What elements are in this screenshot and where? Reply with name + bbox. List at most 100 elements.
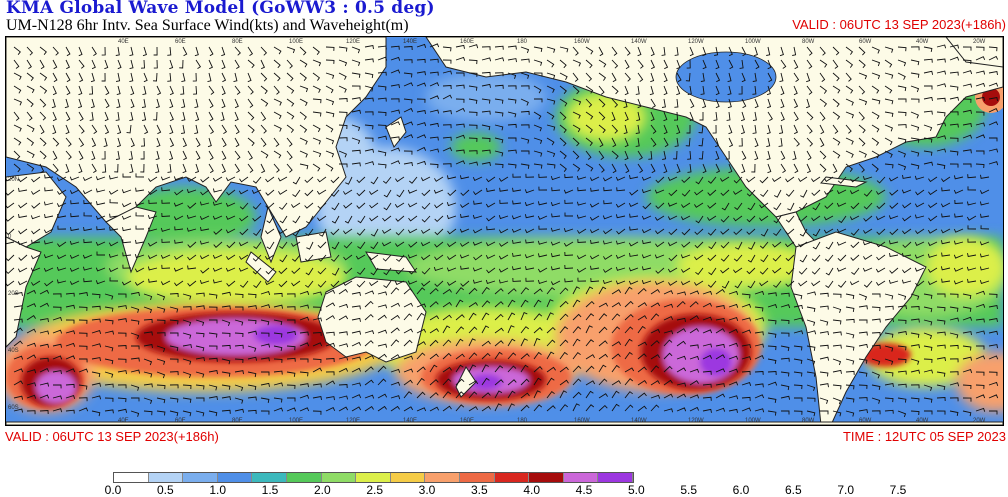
wind-barb bbox=[520, 110, 530, 115]
wind-barb bbox=[65, 292, 75, 297]
wind-barb bbox=[766, 150, 771, 161]
wind-barb bbox=[148, 189, 158, 196]
wind-barb bbox=[806, 163, 812, 174]
wind-barb bbox=[715, 288, 725, 295]
wind-barb bbox=[685, 137, 691, 147]
wind-barb bbox=[936, 83, 947, 88]
wind-barb bbox=[629, 175, 639, 180]
wind-barb bbox=[212, 215, 223, 220]
wind-barb bbox=[312, 332, 322, 336]
wind-barb bbox=[161, 212, 171, 217]
wind-barb bbox=[949, 150, 959, 156]
wind-barb bbox=[824, 202, 834, 210]
wind-barb bbox=[364, 72, 374, 79]
wind-barb bbox=[143, 383, 153, 388]
wind-barb bbox=[83, 278, 93, 283]
wind-barb bbox=[689, 327, 699, 334]
wind-barb bbox=[806, 345, 816, 351]
wind-barb bbox=[792, 46, 797, 56]
wind-barb bbox=[91, 163, 97, 173]
wind-barb bbox=[434, 215, 444, 223]
wind-barb bbox=[611, 364, 620, 373]
wind-barb bbox=[915, 189, 925, 196]
wind-barb bbox=[897, 397, 907, 403]
wind-barb bbox=[845, 98, 854, 106]
wind-barb bbox=[434, 254, 444, 261]
wind-barb bbox=[897, 345, 907, 351]
wind-barb bbox=[602, 279, 613, 284]
wind-barb bbox=[676, 124, 681, 135]
wind-barb bbox=[382, 254, 392, 262]
wind-barb bbox=[299, 304, 310, 309]
wind-barb bbox=[403, 406, 414, 412]
wind-barb bbox=[247, 72, 252, 83]
wind-barb bbox=[728, 59, 734, 70]
colorbar-segment bbox=[356, 473, 391, 482]
wind-barb bbox=[156, 358, 166, 365]
wind-barb bbox=[221, 124, 228, 134]
wind-barb bbox=[572, 98, 582, 106]
wind-barb bbox=[351, 341, 362, 347]
wind-barb bbox=[779, 124, 784, 134]
wind-barb bbox=[962, 345, 972, 351]
wind-barb bbox=[260, 382, 270, 387]
wind-barb bbox=[355, 254, 366, 260]
wind-barb bbox=[325, 72, 335, 79]
wind-barb bbox=[533, 163, 543, 169]
wind-barb bbox=[472, 228, 483, 234]
wind-barb bbox=[694, 254, 704, 261]
wind-barb bbox=[89, 111, 94, 121]
wind-barb bbox=[564, 251, 574, 256]
wind-barb bbox=[910, 358, 920, 365]
wind-barb bbox=[676, 300, 686, 308]
wind-barb bbox=[468, 161, 479, 166]
wind-barb bbox=[286, 330, 296, 336]
wind-barb bbox=[699, 112, 704, 121]
wind-barb bbox=[416, 328, 427, 334]
wind-barb bbox=[312, 137, 321, 145]
wind-barb bbox=[90, 98, 95, 109]
wind-barb bbox=[351, 109, 362, 114]
wind-barb bbox=[708, 241, 717, 250]
wind-barb bbox=[442, 352, 452, 360]
wind-barb bbox=[434, 202, 444, 209]
wind-barb bbox=[78, 46, 83, 57]
wind-barb bbox=[941, 252, 951, 257]
wind-barb bbox=[559, 326, 569, 334]
wind-barb bbox=[234, 124, 240, 135]
wind-barb bbox=[760, 254, 769, 263]
wind-barb bbox=[871, 111, 880, 120]
wind-barb bbox=[195, 163, 200, 174]
wind-barb bbox=[395, 241, 405, 248]
wind-barb bbox=[65, 409, 75, 414]
wind-barb bbox=[559, 404, 568, 412]
wind-barb bbox=[975, 111, 985, 116]
longitude-label: 80E bbox=[232, 418, 243, 424]
wind-barb bbox=[819, 305, 829, 310]
wind-barb bbox=[377, 124, 387, 129]
wind-barb bbox=[941, 176, 951, 183]
wind-barb bbox=[273, 332, 283, 338]
wind-barb bbox=[312, 317, 323, 322]
longitude-label: 120E bbox=[346, 39, 360, 45]
wind-barb bbox=[247, 293, 257, 299]
wind-barb bbox=[884, 382, 894, 387]
wind-barb bbox=[819, 371, 829, 377]
wind-barb bbox=[793, 98, 799, 109]
wind-barb bbox=[572, 124, 581, 133]
wind-barb bbox=[383, 267, 392, 276]
wind-barb bbox=[949, 344, 959, 349]
wind-barb bbox=[312, 163, 321, 172]
wind-barb bbox=[65, 124, 70, 135]
wind-barb bbox=[39, 111, 47, 121]
wind-barb bbox=[767, 304, 778, 309]
wind-barb bbox=[446, 175, 457, 180]
wind-barb bbox=[96, 251, 105, 256]
wind-barb bbox=[707, 189, 717, 196]
wind-barb bbox=[420, 241, 431, 247]
wind-barb bbox=[221, 409, 231, 414]
wind-barb bbox=[590, 239, 600, 245]
wind-barb bbox=[800, 189, 808, 198]
wind-barb bbox=[650, 380, 660, 386]
wind-barb bbox=[525, 173, 535, 178]
